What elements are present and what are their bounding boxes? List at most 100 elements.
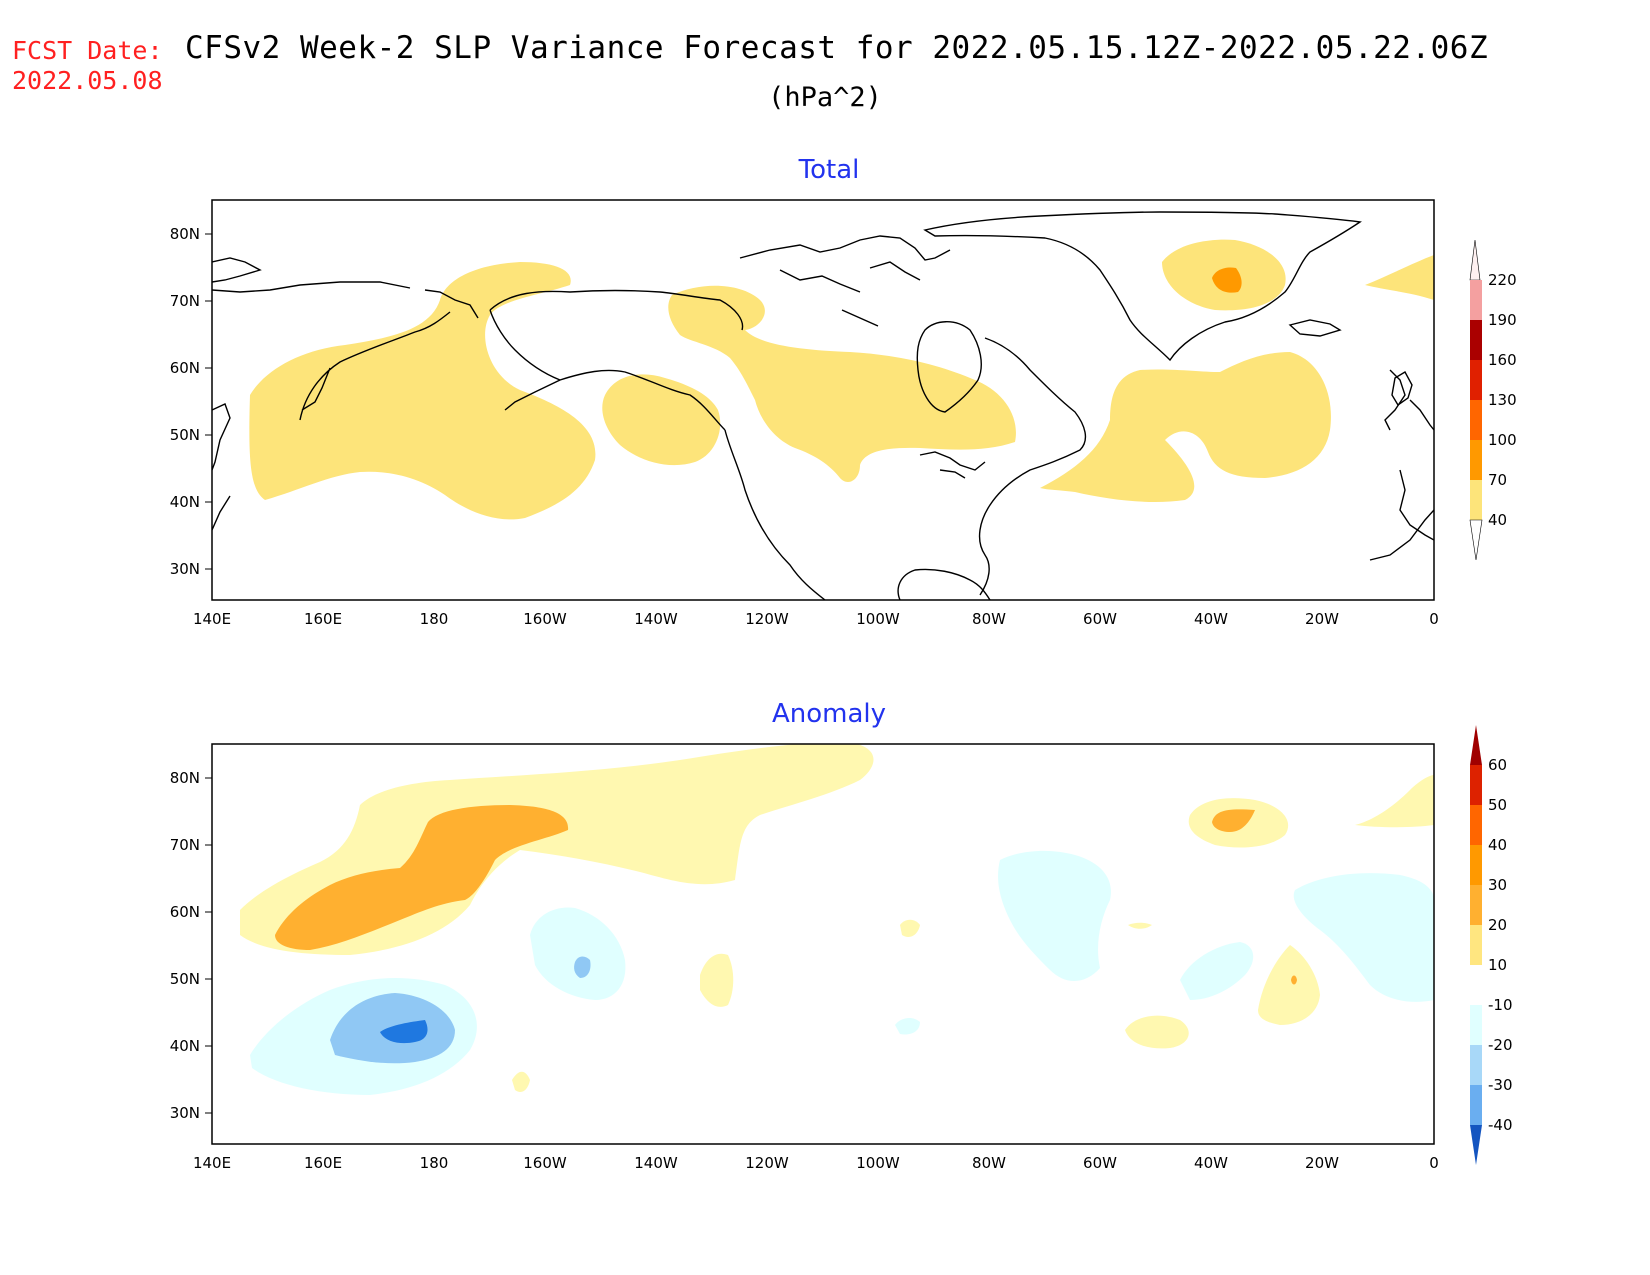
colorbar-anom-label: 30 (1488, 876, 1507, 894)
coast-hudson-bay (917, 866, 981, 956)
colorbar-anom-label: 20 (1488, 916, 1507, 934)
shade-anom-east-arctic-pos (1355, 775, 1434, 828)
colorbar-total-swatch (1470, 320, 1482, 360)
shade-anom-europe-neg (1293, 873, 1434, 1002)
panel-title-anomaly: Anomaly (772, 699, 886, 729)
units-label: (hPa^2) (768, 82, 882, 113)
colorbar-total: 220 190 160 130 100 70 40 (1469, 239, 1517, 561)
colorbar-anom-swatch (1470, 1085, 1482, 1125)
coast-west-north-america (725, 974, 825, 1144)
lon-label: 120W (745, 610, 789, 628)
coast-alaska (489, 289, 744, 431)
shade-total-gulf-alaska (602, 374, 721, 466)
lat-label: 60N (170, 903, 200, 921)
colorbar-total-label: 190 (1488, 311, 1517, 329)
colorbar-anom-swatch (1470, 1005, 1482, 1045)
colorbar-anomaly: 60 50 40 30 20 10 -10 -20 -30 -40 (1470, 725, 1513, 1165)
panel-total: Total (170, 155, 1517, 628)
colorbar-anom-swatch (1470, 845, 1482, 885)
colorbar-anom-swatch (1470, 885, 1482, 925)
colorbar-total-label: 40 (1488, 511, 1507, 529)
colorbar-anom-bottom-arrow (1470, 1125, 1482, 1165)
shade-anom-gulf-alaska-neg (530, 907, 626, 1000)
colorbar-anom-swatch (1470, 925, 1482, 965)
lon-axis-total: 140E 160E 180 160W 140W 120W 100W 80W 60… (193, 610, 1439, 628)
lat-label: 30N (170, 1104, 200, 1122)
shade-total-greenland-core (1212, 267, 1242, 293)
lat-axis-total: 80N 70N 60N 50N 40N 30N (170, 225, 212, 578)
lon-label: 140W (634, 1154, 678, 1172)
lon-label: 140E (193, 1154, 231, 1172)
colorbar-total-label: 220 (1488, 271, 1517, 289)
shade-anom-bc-pos (700, 953, 734, 1007)
colorbar-total-label: 130 (1488, 391, 1517, 409)
colorbar-total-swatch (1470, 480, 1482, 520)
coast-greenland (925, 756, 1360, 904)
lat-label: 80N (170, 769, 200, 787)
colorbar-total-label: 70 (1488, 471, 1507, 489)
shade-total-atlantic (1040, 352, 1331, 503)
lon-label: 100W (856, 1154, 900, 1172)
lat-label: 70N (170, 836, 200, 854)
coast-arctic-islands (739, 235, 951, 327)
coast-hudson-bay (916, 321, 982, 413)
colorbar-total-swatch (1470, 400, 1482, 440)
shade-total-east-arctic (1365, 255, 1434, 300)
colorbar-anom-label: 10 (1488, 956, 1507, 974)
lat-label: 80N (170, 225, 200, 243)
coast-gulf-mexico (898, 1113, 990, 1144)
shade-anom-small-pos (512, 1071, 530, 1092)
shade-anom-atlantic-pos (1125, 1015, 1189, 1049)
lat-label: 50N (170, 970, 200, 988)
lon-label: 0 (1429, 1154, 1439, 1172)
coast-great-lakes (919, 451, 986, 479)
coast-chukotka (212, 281, 479, 319)
lon-label: 20W (1305, 1154, 1339, 1172)
shade-anom-atlantic-neg (1180, 942, 1254, 1000)
panel-anomaly: Anomaly (170, 699, 1513, 1172)
lon-label: 140E (193, 610, 231, 628)
lon-label: 80W (972, 610, 1006, 628)
coast-asia-east (212, 257, 262, 531)
lat-label: 60N (170, 359, 200, 377)
lon-label: 140W (634, 610, 678, 628)
coast-gulf-mexico (897, 568, 991, 600)
lon-label: 80W (972, 1154, 1006, 1172)
lat-axis-anomaly: 80N 70N 60N 50N 40N 30N (170, 769, 212, 1122)
shading-total (249, 239, 1434, 520)
lon-label: 160W (523, 1154, 567, 1172)
lon-label: 60W (1083, 1154, 1117, 1172)
lat-label: 30N (170, 560, 200, 578)
coastlines-total (212, 211, 1434, 600)
lon-label: 180 (420, 1154, 449, 1172)
colorbar-anom-label: -30 (1488, 1076, 1513, 1094)
colorbar-total-label: 160 (1488, 351, 1517, 369)
forecast-date-block: FCST Date: 2022.05.08 (12, 36, 163, 96)
shade-total-west-pacific (249, 262, 596, 520)
lon-label: 100W (856, 610, 900, 628)
lon-label: 160W (523, 610, 567, 628)
lon-axis-anomaly: 140E 160E 180 160W 140W 120W 100W 80W 60… (193, 1154, 1439, 1172)
shade-anom-north-pacific-core (275, 805, 569, 950)
colorbar-anom-top-arrow (1470, 725, 1482, 765)
colorbar-total-bottom-arrow (1469, 519, 1483, 561)
forecast-date-value: 2022.05.08 (12, 66, 163, 95)
shade-anom-greenland-core (1212, 809, 1255, 832)
colorbar-anom-label: -20 (1488, 1036, 1513, 1054)
colorbar-total-swatch (1470, 360, 1482, 400)
shade-anom-mid-atlantic-core (1291, 975, 1297, 985)
coast-britain (1391, 371, 1413, 407)
lon-label: 120W (745, 1154, 789, 1172)
lat-label: 40N (170, 1037, 200, 1055)
colorbar-total-swatch (1470, 440, 1482, 480)
lon-label: 60W (1083, 610, 1117, 628)
colorbar-anom-label: 50 (1488, 796, 1507, 814)
colorbar-anom-swatch (1470, 765, 1482, 805)
colorbar-total-label: 100 (1488, 431, 1517, 449)
coast-kamchatka (299, 311, 451, 421)
coast-europe (1369, 369, 1434, 561)
coast-great-lakes (920, 996, 985, 1022)
shading-anomaly (240, 744, 1434, 1095)
shade-anom-canada-pos (900, 919, 920, 937)
colorbar-anom-label: 40 (1488, 836, 1507, 854)
